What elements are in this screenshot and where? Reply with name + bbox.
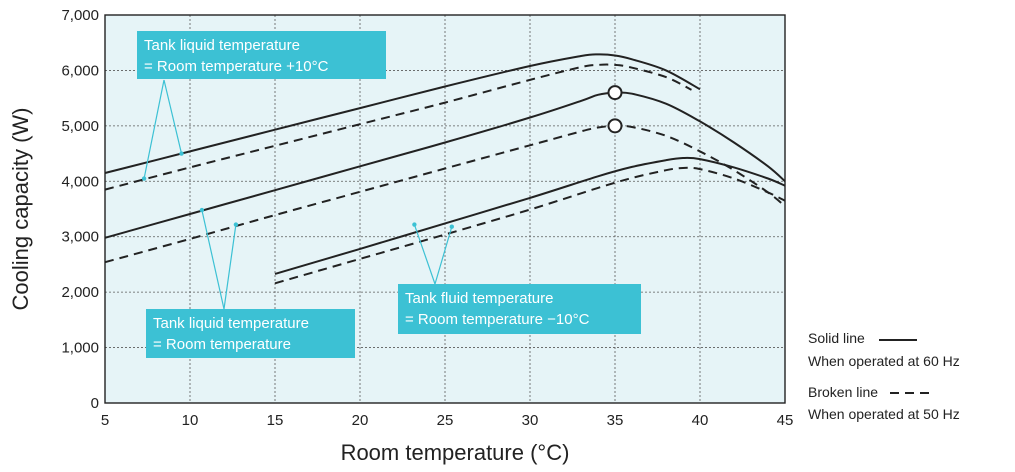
annotation-leader-line (434, 226, 453, 285)
annotation-leader-line (223, 224, 237, 310)
y-tick-label: 1,000 (61, 340, 99, 357)
y-axis-title: Cooling capacity (W) (8, 108, 33, 311)
annotation-text: Tank fluid temperature (405, 290, 553, 307)
x-tick-label: 20 (352, 412, 369, 429)
x-tick-label: 35 (607, 412, 624, 429)
series-layer (104, 53, 786, 285)
y-tick-label: 5,000 (61, 118, 99, 135)
series-line-3-solid (104, 91, 786, 239)
annotation-text: = Room temperature (153, 336, 291, 353)
y-tick-label: 3,000 (61, 229, 99, 246)
x-tick-label: 40 (692, 412, 709, 429)
annotation-layer: Tank liquid temperature = Room temperatur… (137, 31, 641, 358)
annotation-leader-dot (412, 222, 417, 227)
x-axis-title: Room temperature (°C) (341, 440, 570, 465)
annotation-leader-dot (199, 207, 205, 213)
annotation-text: = Room temperature −10°C (405, 311, 590, 328)
legend-solid-label: Solid line (808, 330, 865, 346)
legend-solid-desc: When operated at 60 Hz (808, 353, 960, 369)
annotation-leader-line (143, 79, 165, 179)
y-tick-label: 7,000 (61, 7, 99, 24)
annotation-leader-dot (233, 222, 239, 227)
series-line-5-solid (274, 156, 786, 275)
annotation-leader-line (163, 79, 183, 154)
y-tick-label: 6,000 (61, 62, 99, 79)
legend-dashed-desc: When operated at 50 Hz (808, 406, 960, 422)
annotation-text: Tank liquid temperature (153, 315, 309, 332)
series-line-1-solid (104, 53, 701, 174)
x-tick-label: 25 (437, 412, 454, 429)
annotation-text: = Room temperature +10°C (144, 58, 329, 75)
annotation-box (398, 284, 641, 334)
marker-layer (607, 85, 623, 134)
series-line-4-dashed (104, 124, 786, 264)
annotation-leader-dot (449, 224, 454, 229)
marker-point (607, 118, 623, 134)
series-line-2-dashed (104, 63, 692, 191)
annotation-box (137, 31, 386, 79)
annotation-leader-dot (141, 176, 147, 181)
x-tick-label: 15 (267, 412, 284, 429)
legend: Solid line When operated at 60 Hz Broken… (808, 330, 960, 422)
x-tick-label: 5 (101, 412, 109, 429)
plot-frame (104, 14, 786, 404)
annotation-leader-line (201, 209, 225, 310)
legend-dashed-label: Broken line (808, 384, 878, 400)
y-tick-label: 2,000 (61, 284, 99, 301)
annotation-box (146, 309, 355, 358)
y-tick-label: 4,000 (61, 173, 99, 190)
marker-point (607, 85, 623, 101)
x-tick-label: 10 (182, 412, 199, 429)
tick-layer: 5 10 15 20 25 30 35 40 45 0 1,000 2,000 3,000 4,000 5,… (61, 7, 793, 429)
y-tick-label: 0 (91, 395, 99, 412)
annotation-leader-line (413, 224, 436, 285)
annotation-text: Tank liquid temperature (144, 37, 300, 54)
annotation-leader-dot (179, 151, 184, 156)
x-tick-label: 45 (777, 412, 794, 429)
x-tick-label: 30 (522, 412, 539, 429)
